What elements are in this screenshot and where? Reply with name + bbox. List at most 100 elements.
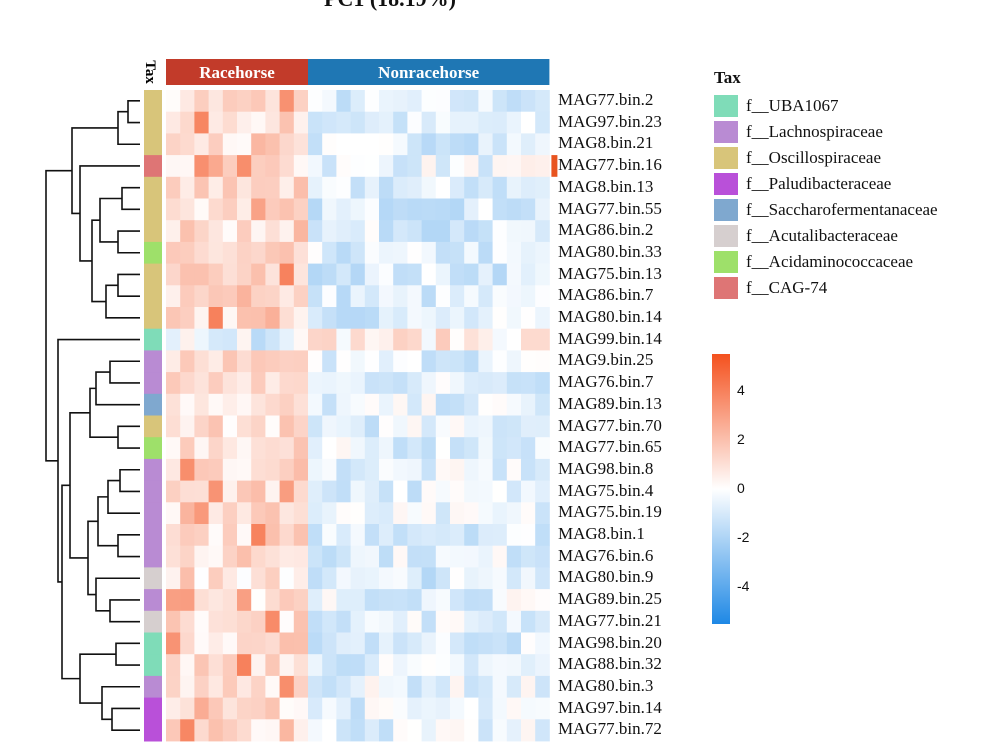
heatmap-cell bbox=[293, 198, 309, 221]
heatmap-cell bbox=[194, 393, 209, 416]
heatmap-cell bbox=[336, 393, 351, 416]
heatmap-cell bbox=[336, 155, 351, 178]
heatmap-cell bbox=[166, 307, 181, 330]
column-group-bars: Racehorse Nonracehorse bbox=[166, 59, 550, 85]
heatmap-cell bbox=[364, 350, 380, 373]
heatmap-cell bbox=[521, 111, 536, 134]
heatmap-cell bbox=[251, 458, 266, 481]
heatmap-cell bbox=[478, 415, 493, 438]
heatmap-cell bbox=[393, 502, 408, 525]
heatmap-cell bbox=[336, 719, 351, 742]
tax-cell bbox=[144, 328, 162, 351]
heatmap-cell bbox=[492, 285, 508, 308]
dendrogram-branch bbox=[61, 484, 80, 680]
heatmap-cell bbox=[379, 90, 394, 113]
heatmap-cell bbox=[364, 524, 380, 547]
heatmap-cell bbox=[265, 111, 280, 134]
heatmap-cell bbox=[492, 437, 508, 460]
heatmap-cell bbox=[407, 350, 422, 373]
heatmap-cell bbox=[180, 220, 195, 243]
heatmap-cell bbox=[379, 220, 394, 243]
heatmap-cell bbox=[279, 502, 295, 525]
heatmap-cell bbox=[279, 133, 295, 156]
heatmap-cell bbox=[180, 263, 195, 286]
heatmap-cell bbox=[166, 393, 181, 416]
heatmap-cell bbox=[464, 220, 479, 243]
heatmap-cell bbox=[251, 393, 266, 416]
heatmap-cell bbox=[478, 90, 493, 113]
heatmap-cell bbox=[435, 220, 451, 243]
heatmap-cell bbox=[407, 632, 422, 655]
heatmap-cell bbox=[208, 393, 224, 416]
heatmap-cell bbox=[336, 697, 351, 720]
heatmap-cell bbox=[208, 502, 224, 525]
heatmap-cell bbox=[279, 545, 295, 568]
outlier-cell bbox=[551, 155, 558, 177]
heatmap-cell bbox=[322, 198, 337, 221]
heatmap-cell bbox=[166, 632, 181, 655]
heatmap-cell bbox=[478, 632, 493, 655]
heatmap-cell bbox=[350, 437, 366, 460]
heatmap-cell bbox=[293, 675, 309, 698]
heatmap-cell bbox=[421, 176, 437, 199]
heatmap-cell bbox=[407, 176, 422, 199]
heatmap-cell bbox=[180, 480, 195, 503]
row-label: MAG97.bin.14 bbox=[558, 697, 662, 717]
heatmap-cell bbox=[237, 480, 252, 503]
heatmap-cell bbox=[464, 545, 479, 568]
heatmap-cell bbox=[265, 350, 280, 373]
heatmap-cell bbox=[308, 654, 323, 677]
tax-cell bbox=[144, 155, 162, 178]
heatmap-cell bbox=[421, 393, 437, 416]
heatmap-cell bbox=[450, 350, 465, 373]
heatmap-cell bbox=[166, 458, 181, 481]
legend-item: f__CAG-74 bbox=[714, 277, 827, 299]
heatmap-cell bbox=[521, 567, 536, 590]
heatmap-cell bbox=[393, 198, 408, 221]
heatmap-cell bbox=[279, 372, 295, 395]
legend-label: f__Saccharofermentanaceae bbox=[746, 200, 938, 219]
tax-cell bbox=[144, 719, 162, 742]
heatmap-cell bbox=[237, 350, 252, 373]
heatmap-cell bbox=[208, 241, 224, 264]
heatmap-cell bbox=[492, 675, 508, 698]
heatmap-cell bbox=[166, 567, 181, 590]
row-label: MAG86.bin.7 bbox=[558, 285, 654, 305]
heatmap-cell bbox=[435, 524, 451, 547]
heatmap-cell bbox=[450, 610, 465, 633]
heatmap-cell bbox=[421, 654, 437, 677]
heatmap-cell bbox=[336, 524, 351, 547]
heatmap-cell bbox=[521, 393, 536, 416]
heatmap-cell bbox=[293, 285, 309, 308]
heatmap-cell bbox=[237, 675, 252, 698]
heatmap-cell bbox=[492, 328, 508, 351]
heatmap-cell bbox=[336, 133, 351, 156]
heatmap-cell bbox=[492, 176, 508, 199]
heatmap-cell bbox=[208, 285, 224, 308]
heatmap-cell bbox=[251, 155, 266, 178]
heatmap-cell bbox=[293, 307, 309, 330]
heatmap-cell bbox=[279, 589, 295, 612]
tax-cell bbox=[144, 198, 162, 221]
heatmap-cell bbox=[293, 328, 309, 351]
heatmap-cell bbox=[478, 220, 493, 243]
row-label: MAG76.bin.6 bbox=[558, 545, 654, 565]
heatmap-cell bbox=[350, 545, 366, 568]
heatmap-cell bbox=[350, 654, 366, 677]
heatmap-cell bbox=[393, 719, 408, 742]
heatmap-cell bbox=[379, 285, 394, 308]
heatmap-cell bbox=[194, 176, 209, 199]
heatmap-cell bbox=[293, 524, 309, 547]
heatmap-cell bbox=[535, 285, 550, 308]
heatmap-cell bbox=[208, 328, 224, 351]
dendrogram-branch bbox=[117, 534, 140, 558]
row-label: MAG98.bin.8 bbox=[558, 458, 654, 478]
heatmap-cell bbox=[350, 328, 366, 351]
heatmap-cell bbox=[208, 111, 224, 134]
heatmap-cell bbox=[379, 437, 394, 460]
heatmap-cell bbox=[379, 328, 394, 351]
heatmap-cell bbox=[251, 632, 266, 655]
heatmap-cell bbox=[336, 675, 351, 698]
heatmap-cell bbox=[478, 111, 493, 134]
heatmap-cell bbox=[293, 220, 309, 243]
